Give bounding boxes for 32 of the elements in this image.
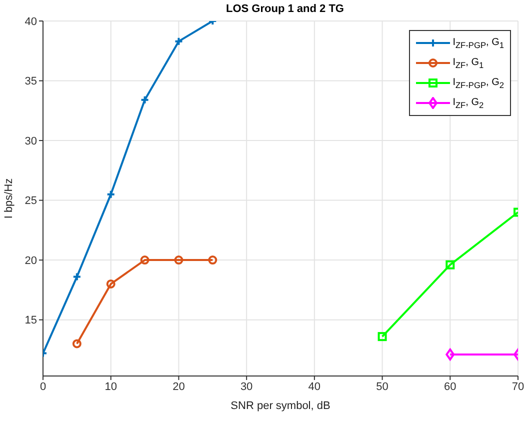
- y-tick-label: 20: [24, 254, 37, 267]
- x-tick-label: 70: [512, 380, 524, 393]
- y-tick-label: 25: [24, 195, 37, 208]
- y-axis-title: I bps/Hz: [2, 178, 15, 219]
- x-tick-label: 50: [376, 380, 388, 393]
- legend-label: I$_{ZF-PGP}$, G$_{1}$: [452, 36, 504, 50]
- x-axis-title: SNR per symbol, dB: [230, 400, 330, 412]
- legend-label: I$_{ZF}$, G$_{1}$: [452, 56, 484, 70]
- y-tick-label: 40: [24, 16, 37, 28]
- point: [174, 36, 184, 46]
- legend-label: I$_{ZF}$, G$_{2}$: [452, 96, 484, 110]
- x-tick-label: 0: [40, 380, 46, 393]
- point: [140, 95, 150, 104]
- point: [208, 256, 218, 265]
- x-tick-label: 10: [104, 380, 117, 393]
- legend-label: I$_{ZF-PGP}$, G$_{2}$: [452, 76, 504, 90]
- point: [378, 332, 387, 342]
- point: [446, 260, 455, 270]
- point: [72, 272, 82, 282]
- point: [106, 190, 116, 199]
- x-tick-label: 30: [240, 380, 253, 393]
- x-tick-label: 20: [172, 380, 185, 393]
- x-tick-label: 40: [308, 380, 321, 393]
- y-tick-label: 35: [24, 76, 37, 88]
- point: [140, 256, 150, 265]
- point: [106, 279, 116, 288]
- y-tick-label: 30: [24, 135, 37, 148]
- y-tick-label: 15: [24, 314, 37, 327]
- x-tick-label: 60: [444, 380, 456, 393]
- point: [174, 256, 184, 265]
- point: [72, 339, 82, 348]
- chart-title: LOS Group 1 and 2 TG: [225, 3, 345, 15]
